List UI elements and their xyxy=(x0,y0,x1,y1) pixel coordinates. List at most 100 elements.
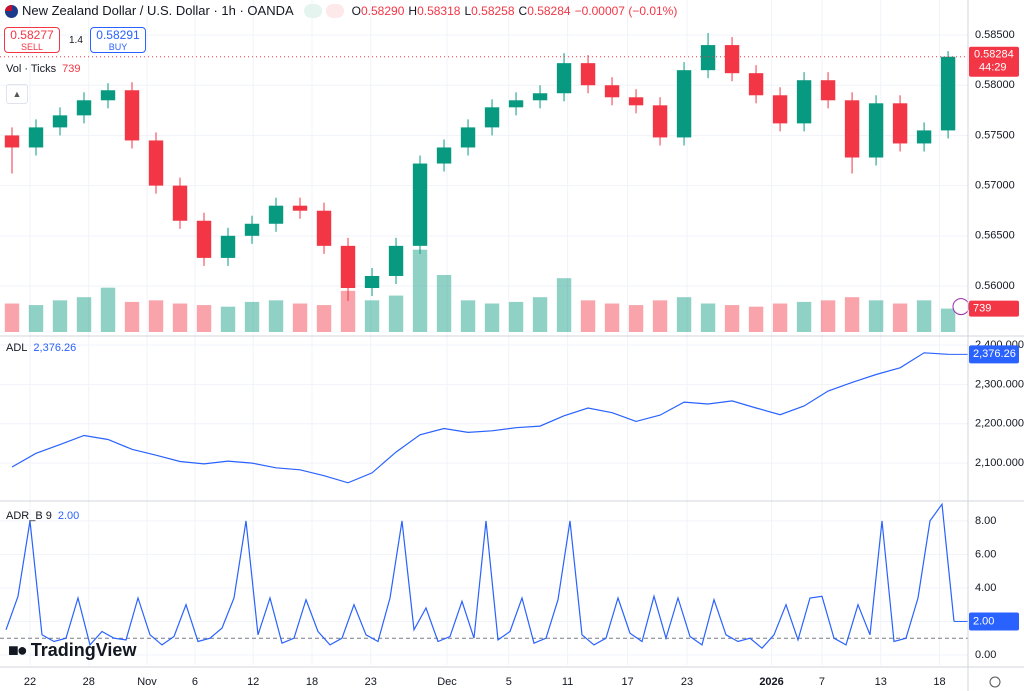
ohlc-key: C xyxy=(518,3,528,18)
volume-legend: Vol · Ticks 739 xyxy=(6,63,80,75)
volume-bar xyxy=(268,300,284,332)
last-value-box xyxy=(969,300,1019,317)
y-tick-label: 6.00 xyxy=(975,548,996,560)
y-tick-label: 2,300.000 xyxy=(975,378,1024,390)
volume-bar xyxy=(28,305,44,332)
series-line xyxy=(5,502,955,650)
volume-bar xyxy=(652,300,668,332)
volume-bar xyxy=(124,301,140,332)
candle-body xyxy=(748,73,764,96)
legend-name: Vol · Ticks xyxy=(6,63,57,75)
volume-bar xyxy=(628,305,644,332)
last-value-box xyxy=(969,345,1019,364)
y-tick-label: 0.56000 xyxy=(975,280,1015,292)
legend-value: 2.00 xyxy=(57,510,80,522)
last-value-label: 0.58284 xyxy=(974,49,1014,61)
candle-body xyxy=(892,103,908,144)
x-tick-label: 28 xyxy=(83,676,95,688)
indicator-name: ADR_B xyxy=(6,510,43,522)
ohlc-value: 0.58318 xyxy=(417,3,461,18)
countdown: 44:29 xyxy=(979,62,1007,74)
adl-legend: ADL 2,376.26 xyxy=(6,342,76,354)
ohlc-item: L0.58258 xyxy=(464,4,514,18)
volume-bar xyxy=(556,278,572,332)
volume-bar xyxy=(76,297,92,332)
ohlc-key: O xyxy=(351,3,361,18)
volume-bar xyxy=(868,300,884,332)
x-tick-label: Nov xyxy=(137,676,157,688)
x-tick-label: 18 xyxy=(933,676,945,688)
volume-bar xyxy=(196,305,212,332)
volume-bar xyxy=(772,303,788,332)
volume-bar xyxy=(580,300,596,332)
volume-bar xyxy=(508,301,524,332)
ohlc-value: 0.58258 xyxy=(471,3,515,18)
volume-bar xyxy=(844,297,860,332)
watermark-text: TradingView xyxy=(30,640,137,660)
y-tick-label: 0.57000 xyxy=(975,180,1015,192)
header: New Zealand Dollar / U.S. Dollar · 1h · … xyxy=(22,3,677,18)
candle-body xyxy=(76,100,92,116)
candle-body xyxy=(4,135,20,148)
legend-name: ADR_B 9 xyxy=(6,510,52,522)
status-badge xyxy=(325,3,344,18)
volume-bar xyxy=(916,300,932,332)
collapse-button[interactable]: ▲ xyxy=(6,84,28,104)
ohlc-item: C0.58284 xyxy=(519,4,571,18)
candle-body xyxy=(604,85,620,98)
volume-bar xyxy=(220,306,236,332)
volume-bar xyxy=(748,306,764,332)
watermark: ■● TradingView xyxy=(8,640,136,661)
last-value-box xyxy=(969,46,1019,77)
y-tick-label: 2,200.000 xyxy=(975,418,1024,430)
candle-body xyxy=(220,235,236,258)
candle-body xyxy=(388,245,404,276)
volume-bar xyxy=(148,300,164,332)
sell-price: 0.58277 xyxy=(10,28,54,42)
series-line xyxy=(11,352,949,484)
x-tick-label: 23 xyxy=(365,676,377,688)
candle-body xyxy=(916,130,932,144)
x-tick-label: 6 xyxy=(192,676,198,688)
x-tick-label: 18 xyxy=(306,676,318,688)
y-tick-label: 0.56500 xyxy=(975,230,1015,242)
volume-bar xyxy=(388,295,404,332)
y-tick-label: 4.00 xyxy=(975,582,996,594)
candle-body xyxy=(268,205,284,224)
buy-button[interactable]: 0.58291 BUY xyxy=(90,27,146,53)
ohlc-key: H xyxy=(408,3,418,18)
symbol-title[interactable]: New Zealand Dollar / U.S. Dollar · 1h · … xyxy=(22,3,294,18)
volume-bar xyxy=(412,249,428,332)
last-value-label: 2.00 xyxy=(973,615,994,627)
x-tick-label: 17 xyxy=(621,676,633,688)
volume-bar xyxy=(484,303,500,332)
sell-label: SELL xyxy=(20,42,44,52)
volume-bar xyxy=(676,297,692,332)
volume-bar xyxy=(940,308,956,332)
candle-body xyxy=(172,185,188,221)
last-value-label: 2,376.26 xyxy=(973,348,1016,360)
candle-body xyxy=(940,56,956,131)
candle-body xyxy=(700,45,716,71)
ohlc: O0.58290 H0.58318 L0.58258 C0.58284 xyxy=(352,4,571,18)
volume-bar xyxy=(244,301,260,332)
candle-body xyxy=(844,100,860,158)
sell-button[interactable]: 0.58277 SELL xyxy=(4,27,60,53)
ohlc-value: 0.58284 xyxy=(527,3,571,18)
candle-body xyxy=(244,223,260,236)
volume-bar xyxy=(460,300,476,332)
ohlc-item: H0.58318 xyxy=(408,4,460,18)
candle-body xyxy=(148,140,164,186)
settings-icon[interactable] xyxy=(989,676,1001,688)
spread: 1.4 xyxy=(69,35,83,46)
y-tick-label: 0.57500 xyxy=(975,129,1015,141)
candle-body xyxy=(772,95,788,124)
ohlc-key: L xyxy=(464,3,472,18)
candle-body xyxy=(556,63,572,94)
ohlc-value: 0.58290 xyxy=(361,3,405,18)
candle-body xyxy=(340,245,356,289)
x-tick-label: 7 xyxy=(819,676,825,688)
y-tick-label: 8.00 xyxy=(975,515,996,527)
candle-body xyxy=(196,220,212,258)
